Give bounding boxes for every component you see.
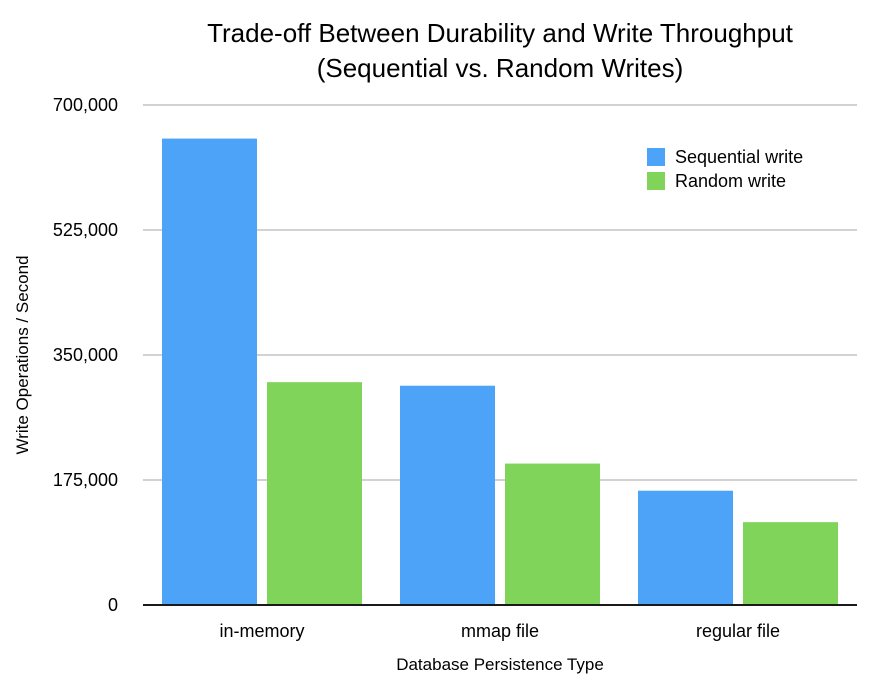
y-tick-label: 175,000 (53, 470, 118, 490)
bar-sequential-write (400, 385, 495, 605)
bars (162, 138, 838, 606)
legend-swatch (647, 172, 665, 190)
legend: Sequential write Random write (647, 147, 803, 191)
x-axis-ticks: in-memory mmap file regular file (219, 621, 780, 641)
y-tick-label: 350,000 (53, 345, 118, 365)
y-tick-label: 700,000 (53, 95, 118, 115)
y-axis-label: Write Operations / Second (13, 255, 32, 454)
chart-subtitle: (Sequential vs. Random Writes) (317, 53, 684, 83)
y-tick-label: 0 (108, 595, 118, 615)
gridlines (143, 104, 857, 481)
bar-random-write (505, 463, 600, 605)
bar-random-write (743, 522, 838, 605)
bar-sequential-write (162, 138, 257, 606)
y-tick-label: 525,000 (53, 220, 118, 240)
bar-sequential-write (638, 490, 733, 605)
x-tick-label: in-memory (219, 621, 304, 641)
legend-label: Random write (675, 171, 786, 191)
y-axis-ticks: 0 175,000 350,000 525,000 700,000 (53, 95, 118, 615)
x-axis-label: Database Persistence Type (396, 655, 604, 674)
chart-title: Trade-off Between Durability and Write T… (207, 18, 794, 48)
legend-label: Sequential write (675, 147, 803, 167)
bar-random-write (267, 382, 362, 605)
legend-swatch (647, 148, 665, 166)
x-tick-label: regular file (696, 621, 780, 641)
x-tick-label: mmap file (461, 621, 539, 641)
